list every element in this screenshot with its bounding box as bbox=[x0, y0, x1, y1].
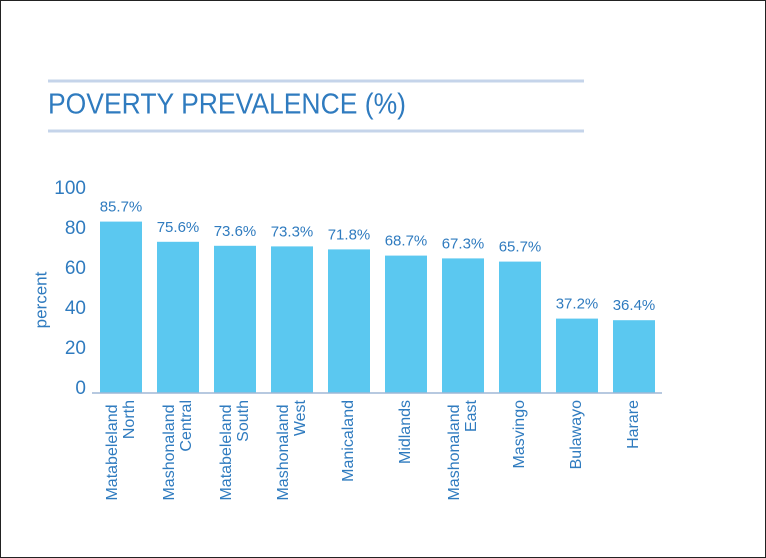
x-tick-label: Midlands bbox=[397, 400, 414, 464]
x-tick-label: Mashonaland Central bbox=[161, 400, 195, 501]
bar bbox=[328, 249, 370, 393]
x-tick-label-line: Matabeleland bbox=[218, 400, 235, 501]
x-tick-label: Harare bbox=[625, 400, 642, 449]
y-axis-label: percent bbox=[31, 271, 50, 328]
x-tick-label-line: Masvingo bbox=[511, 400, 528, 469]
x-tick-label: Bulawayo bbox=[568, 400, 585, 469]
value-label: 36.4% bbox=[613, 297, 656, 314]
x-tick-label: Matabeleland South bbox=[218, 400, 252, 501]
bar bbox=[499, 261, 541, 393]
y-tick-label: 60 bbox=[65, 258, 86, 279]
x-tick-label-line: North bbox=[121, 400, 138, 439]
value-label: 85.7% bbox=[100, 199, 143, 216]
y-tick-label: 40 bbox=[65, 298, 86, 319]
bar bbox=[271, 246, 313, 393]
chart-title: POVERTY PREVALENCE (%) bbox=[48, 89, 406, 121]
value-label: 73.6% bbox=[214, 223, 257, 240]
x-tick-label: Matabeleland North bbox=[104, 400, 138, 501]
bar bbox=[613, 320, 655, 393]
y-tick-label: 80 bbox=[65, 218, 86, 239]
x-tick-label-line: Mashonaland bbox=[275, 400, 292, 501]
x-tick-label-line: Manicaland bbox=[340, 400, 357, 482]
value-label: 71.8% bbox=[328, 226, 371, 243]
value-label: 67.3% bbox=[442, 235, 485, 252]
x-tick-label: Mashonaland East bbox=[446, 399, 480, 500]
x-tick-label-line: Bulawayo bbox=[568, 400, 585, 469]
x-tick-label-line: Midlands bbox=[397, 400, 414, 464]
x-tick-label: Manicaland bbox=[340, 400, 357, 482]
value-label: 65.7% bbox=[499, 239, 542, 256]
bar bbox=[556, 318, 598, 393]
x-tick-label: Masvingo bbox=[511, 400, 528, 469]
x-tick-label-line: West bbox=[292, 399, 309, 436]
x-tick-label: Mashonaland West bbox=[275, 399, 309, 500]
bar bbox=[442, 258, 484, 393]
x-tick-label-line: Mashonaland bbox=[161, 400, 178, 501]
x-tick-label-line: Harare bbox=[625, 400, 642, 449]
bar bbox=[157, 241, 199, 393]
y-tick-label: 20 bbox=[65, 338, 86, 359]
x-tick-label-line: South bbox=[235, 400, 252, 442]
x-tick-label-line: Mashonaland bbox=[446, 400, 463, 501]
value-label: 68.7% bbox=[385, 233, 428, 250]
bar bbox=[214, 245, 256, 393]
bar bbox=[100, 221, 142, 393]
value-label: 73.3% bbox=[271, 223, 314, 240]
x-tick-label-line: Central bbox=[178, 400, 195, 452]
x-tick-label-line: Matabeleland bbox=[104, 400, 121, 501]
x-tick-label-line: East bbox=[463, 399, 480, 432]
y-tick-label: 0 bbox=[75, 378, 86, 399]
value-label: 75.6% bbox=[157, 219, 200, 236]
y-tick-label: 100 bbox=[54, 178, 86, 199]
value-label: 37.2% bbox=[556, 296, 599, 313]
bar bbox=[385, 255, 427, 393]
